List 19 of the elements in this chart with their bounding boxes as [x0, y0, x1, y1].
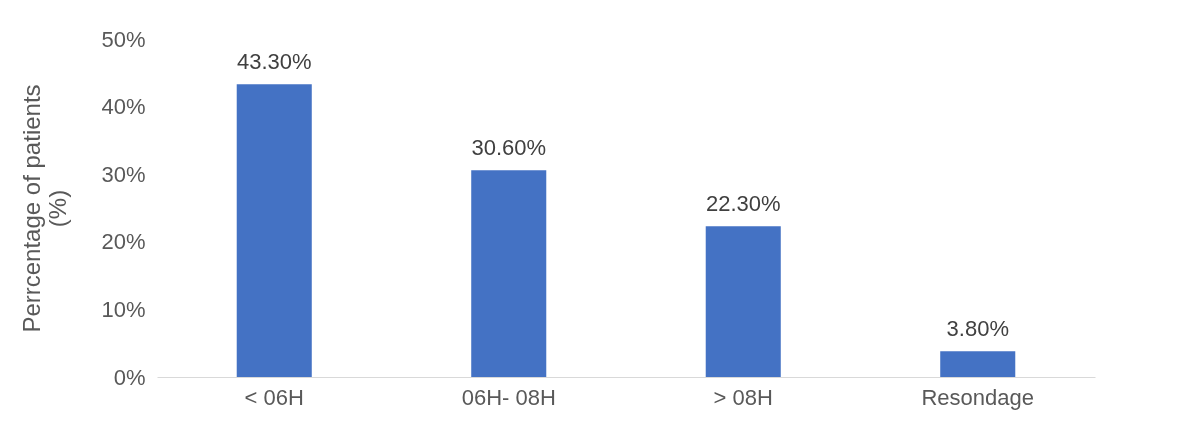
data-label: 22.30%	[705, 191, 781, 217]
y-tick-label: 40%	[101, 94, 146, 120]
y-axis-title: Perrcentage of patients (%)	[18, 84, 72, 333]
y-tick-label: 20%	[101, 229, 146, 255]
x-tick-label: > 08H	[713, 384, 773, 410]
y-tick-label: 30%	[101, 161, 146, 187]
y-tick-label: 50%	[101, 26, 146, 52]
bar	[471, 170, 547, 377]
data-label: 43.30%	[236, 49, 312, 75]
x-tick-label: < 06H	[244, 384, 304, 410]
bar	[940, 351, 1016, 377]
x-tick-label: 06H- 08H	[461, 384, 556, 410]
bar	[705, 226, 781, 377]
x-tick-label: Resondage	[921, 384, 1035, 410]
data-label: 30.60%	[471, 135, 547, 161]
data-label: 3.80%	[946, 316, 1009, 342]
bar	[236, 84, 312, 377]
y-tick-label: 0%	[113, 364, 146, 390]
y-tick-label: 10%	[101, 296, 146, 322]
